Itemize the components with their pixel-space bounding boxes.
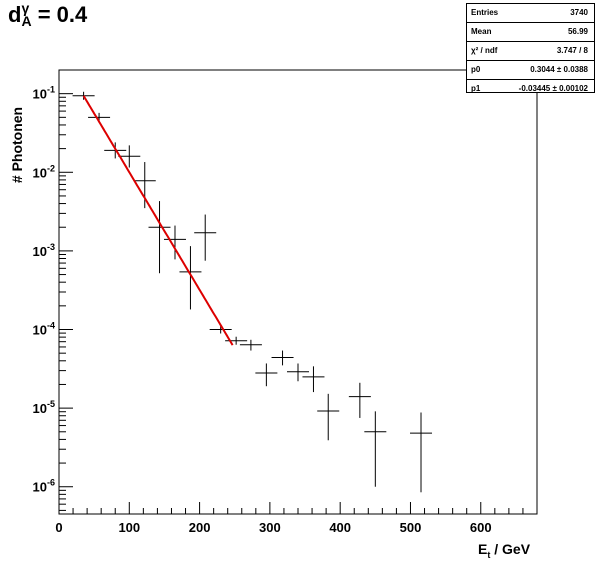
data-point <box>133 162 156 209</box>
data-point <box>148 201 171 274</box>
data-point <box>163 225 186 260</box>
x-tick-label: 500 <box>400 520 422 535</box>
fit-line <box>82 95 234 346</box>
stats-value: 3.747 / 8 <box>556 46 588 55</box>
x-tick-label: 600 <box>470 520 492 535</box>
x-tick-label: 0 <box>55 520 62 535</box>
title-sub: A <box>21 12 32 29</box>
stats-label: p0 <box>471 65 481 74</box>
stats-value: 56.99 <box>567 27 588 36</box>
y-axis-label: # Photonen <box>9 107 25 183</box>
data-points <box>72 91 433 493</box>
title-sup: γ <box>21 0 30 16</box>
x-tick-label: 300 <box>259 520 281 535</box>
y-tick-label: 10-3 <box>33 242 55 259</box>
xlabel-base: E <box>478 541 487 557</box>
title-rest: = 0.4 <box>31 2 88 27</box>
data-point <box>410 412 433 493</box>
data-point <box>194 214 217 261</box>
x-tick-label: 200 <box>189 520 211 535</box>
title-base: d <box>8 2 22 27</box>
xlabel-sub: t <box>487 550 490 560</box>
data-point <box>179 246 202 310</box>
data-point <box>239 339 262 351</box>
data-point <box>302 366 325 393</box>
data-point <box>271 350 294 366</box>
stats-label: p1 <box>471 84 481 93</box>
stats-row: p0 0.3044 ± 0.0388 <box>467 61 594 80</box>
plot-frame <box>58 69 538 515</box>
stats-label: Mean <box>471 27 492 36</box>
stats-row: p1 -0.03445 ± 0.00102 <box>467 80 594 98</box>
stats-value: -0.03445 ± 0.00102 <box>518 84 588 93</box>
stats-row: χ² / ndf 3.747 / 8 <box>467 42 594 61</box>
stats-value: 3740 <box>570 8 588 17</box>
x-axis-label: Et / GeV <box>478 541 531 560</box>
y-tick-label: 10-2 <box>33 163 55 180</box>
stats-row: Entries 3740 <box>467 4 594 23</box>
stats-label: χ² / ndf <box>471 46 498 55</box>
x-tick-label: 400 <box>329 520 351 535</box>
stats-row: Mean 56.99 <box>467 23 594 42</box>
data-point <box>72 91 95 100</box>
y-tick-label: 10-5 <box>33 399 55 416</box>
x-tick-label: 100 <box>118 520 140 535</box>
data-point <box>225 336 248 345</box>
data-point <box>364 411 387 487</box>
stats-box: Entries 3740 Mean 56.99 χ² / ndf 3.747 / 8 p0 0… <box>466 3 595 93</box>
xlabel-rest: / GeV <box>490 541 530 557</box>
stats-label: Entries <box>471 8 499 17</box>
y-tick-label: 10-1 <box>33 85 55 102</box>
data-point <box>317 393 340 441</box>
data-point <box>348 382 371 418</box>
data-point <box>255 363 278 387</box>
y-tick-label: 10-4 <box>33 321 55 338</box>
data-point <box>287 363 309 382</box>
x-axis: 0 100 200 300 400 500 600 <box>55 502 524 535</box>
y-tick-label: 10-6 <box>33 478 55 495</box>
data-point <box>118 145 141 168</box>
stats-value: 0.3044 ± 0.0388 <box>530 65 588 74</box>
y-axis: 10-1 10-2 10-3 10-4 10-5 10-6 <box>33 69 73 511</box>
